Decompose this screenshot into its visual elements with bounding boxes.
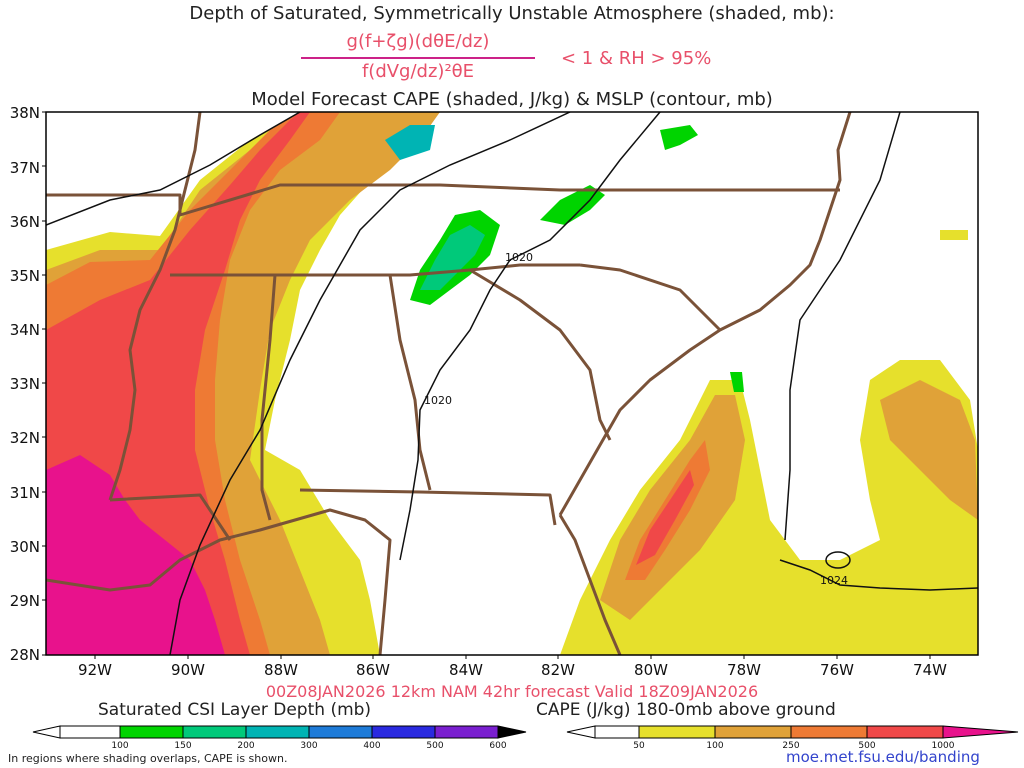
lat-label: 33N [10, 375, 40, 393]
cape-tick-label: 50 [633, 741, 645, 751]
csi-bin [434, 725, 499, 739]
map-canvas [46, 112, 978, 655]
lon-label: 92W [78, 661, 112, 679]
mslp-contours [46, 112, 978, 655]
cape-tick-label: 250 [782, 741, 799, 751]
lon-label: 74W [913, 661, 947, 679]
ga-sc-border [469, 268, 612, 441]
isobar-east [784, 112, 901, 541]
lat-label: 34N [10, 321, 40, 339]
cape-tick-label: 1000 [932, 741, 955, 751]
cape-50-region-carolinas [940, 230, 968, 240]
csi-colorbar-labels: 100 150 200 300 400 500 600 [111, 741, 506, 751]
la-ms-border [109, 493, 232, 541]
latitude-labels: 38N 37N 36N 35N 34N 33N 32N 31N 30N 29N … [10, 104, 40, 664]
isobar-1020-south [399, 112, 661, 561]
cape-bin [714, 725, 792, 739]
lat-label: 36N [10, 213, 40, 231]
csi-tick-label: 200 [237, 741, 254, 751]
lat-label: 35N [10, 267, 40, 285]
isobar-label: 1020 [424, 394, 452, 407]
csi-bin [245, 725, 310, 739]
lon-label: 80W [634, 661, 668, 679]
cape-colorbar-labels: 50 100 250 500 1000 [633, 741, 954, 751]
isobar-1020-main [169, 112, 571, 655]
cape-tick-label: 100 [706, 741, 723, 751]
formula-condition: < 1 & RH > 95% [561, 48, 712, 69]
cape-colorbar [566, 725, 1019, 739]
formula-fraction-bar [301, 57, 535, 59]
csi-bin [308, 725, 373, 739]
lon-label: 76W [820, 661, 854, 679]
cape-500-region-atlantic [636, 470, 694, 565]
cape-1000-region-west [46, 455, 225, 655]
title-line-3: Model Forecast CAPE (shaded, J/kg) & MSL… [251, 89, 773, 110]
lon-label: 84W [449, 661, 483, 679]
lon-label: 82W [541, 661, 575, 679]
sc-nc-border [579, 263, 722, 332]
csi-region-ky [385, 125, 435, 160]
formula-numerator: g(f+ζg)(dθE/dz) [346, 31, 490, 52]
csi-region-va [540, 185, 605, 225]
csi-region-nc [730, 372, 744, 392]
isobar-1020-west [46, 112, 301, 226]
lon-label: 88W [264, 661, 298, 679]
cape-bin [866, 725, 944, 739]
fl-ga-border [299, 488, 557, 526]
source-credit-link[interactable]: moe.met.fsu.edu/banding [786, 748, 980, 766]
al-ga-border [388, 274, 432, 491]
isobar-1024-loop [825, 551, 851, 569]
overlap-footnote: In regions where shading overlaps, CAPE … [8, 752, 288, 765]
csi-legend-title: Saturated CSI Layer Depth (mb) [98, 700, 372, 720]
formula-denominator: f(dVg/dz)²θE [361, 61, 475, 82]
csi-tick-label: 600 [489, 741, 506, 751]
lon-label: 78W [727, 661, 761, 679]
lat-label: 38N [10, 104, 40, 122]
csi-region-va-2 [660, 125, 698, 150]
csi-bin [497, 725, 527, 739]
cape-bin [638, 725, 716, 739]
csi-tick-label: 400 [363, 741, 380, 751]
longitude-labels: 92W 90W 88W 86W 84W 82W 80W 78W 76W 74W [78, 661, 947, 679]
csi-tick-label: 500 [426, 741, 443, 751]
csi-bin [59, 725, 121, 739]
cape-100-region-atlantic-2 [880, 380, 978, 520]
lat-label: 31N [10, 484, 40, 502]
csi-tick-label: 150 [174, 741, 191, 751]
cape-legend-title: CAPE (J/kg) 180-0mb above ground [536, 700, 836, 720]
lat-label: 37N [10, 159, 40, 177]
csi-bin [119, 725, 184, 739]
csi-bin [182, 725, 247, 739]
cape-bin [942, 725, 1019, 739]
isobar-label: 1020 [505, 251, 533, 264]
cape-bin [790, 725, 868, 739]
lon-label: 86W [356, 661, 390, 679]
title-line-1: Depth of Saturated, Symmetrically Unstab… [189, 3, 835, 24]
longitude-ticks [94, 655, 931, 659]
ms-al-border [260, 274, 277, 521]
csi-tick-label: 300 [300, 741, 317, 751]
lat-label: 32N [10, 429, 40, 447]
isobar-label: 1024 [820, 574, 848, 587]
florida-east-coast [558, 514, 622, 655]
lat-label: 30N [10, 538, 40, 556]
lat-label: 29N [10, 592, 40, 610]
cape-bin [594, 725, 640, 739]
csi-bin [32, 725, 61, 739]
lat-label: 28N [10, 646, 40, 664]
csi-tick-label: 100 [111, 741, 128, 751]
cape-tick-label: 500 [858, 741, 875, 751]
latitude-ticks [42, 111, 46, 656]
valid-time-line: 00Z08JAN2026 12km NAM 42hr forecast Vali… [265, 682, 759, 701]
state-boundaries [46, 112, 852, 655]
csi-colorbar [32, 725, 527, 739]
lon-label: 90W [171, 661, 205, 679]
isobar-1024 [779, 559, 978, 591]
csi-bin [371, 725, 436, 739]
gulf-coastline [46, 508, 392, 655]
cape-bin [566, 725, 596, 739]
ky-tn-border [46, 183, 840, 217]
